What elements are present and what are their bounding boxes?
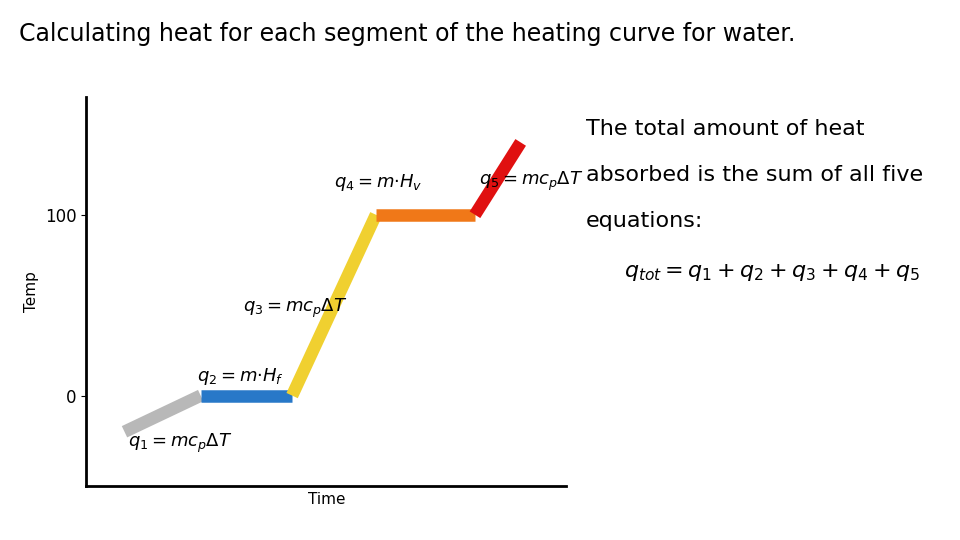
- Text: absorbed is the sum of all five: absorbed is the sum of all five: [586, 165, 923, 185]
- Text: Calculating heat for each segment of the heating curve for water.: Calculating heat for each segment of the…: [19, 22, 796, 45]
- Y-axis label: Temp: Temp: [25, 271, 39, 312]
- Text: $q_4 = m{\cdot}H_v$: $q_4 = m{\cdot}H_v$: [334, 172, 422, 193]
- X-axis label: Time: Time: [307, 491, 346, 507]
- Text: $q_1 = mc_p\Delta T$: $q_1 = mc_p\Delta T$: [129, 432, 232, 455]
- Text: $q_{tot}= q_1+q_2+q_3+q_4+q_5$: $q_{tot}= q_1+q_2+q_3+q_4+q_5$: [624, 262, 921, 283]
- Text: equations:: equations:: [586, 211, 703, 231]
- Text: $q_2 = m{\cdot}H_f$: $q_2 = m{\cdot}H_f$: [197, 366, 284, 387]
- Text: $q_3 = mc_p\Delta T$: $q_3 = mc_p\Delta T$: [243, 296, 348, 320]
- Text: The total amount of heat: The total amount of heat: [586, 119, 864, 139]
- Text: $q_5 = mc_p\Delta T$: $q_5 = mc_p\Delta T$: [479, 170, 584, 193]
